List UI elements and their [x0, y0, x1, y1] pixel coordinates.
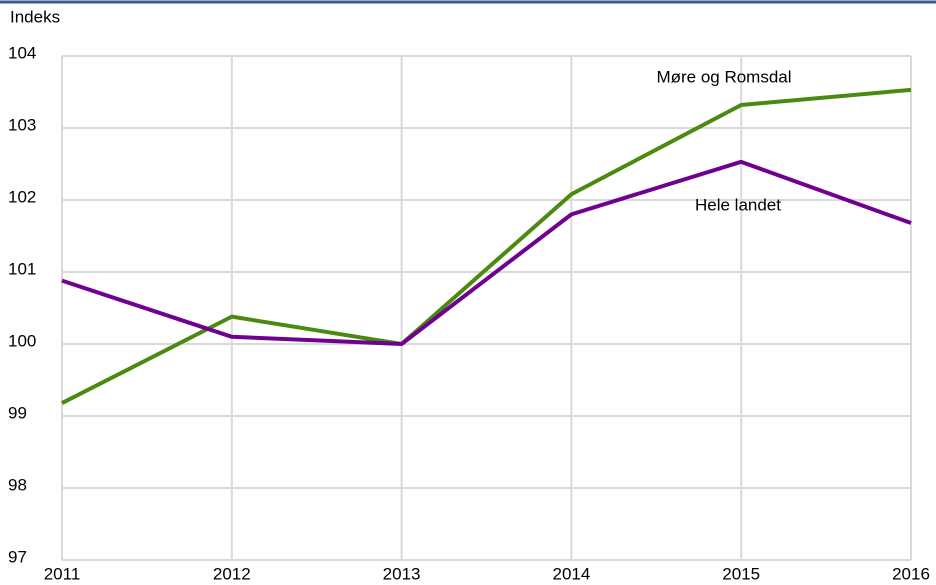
y-axis-label: Indeks [10, 7, 60, 26]
series-label: Møre og Romsdal [656, 67, 791, 86]
y-tick-label: 100 [8, 331, 36, 350]
series-line [61, 87, 912, 405]
y-tick-label: 97 [8, 547, 27, 566]
x-tick-label: 2013 [383, 564, 421, 583]
y-tick-label: 98 [8, 475, 27, 494]
series-label: Hele landet [695, 195, 781, 214]
y-tick-label: 103 [8, 115, 36, 134]
x-tick-label: 2015 [722, 564, 760, 583]
x-tick-label: 2016 [892, 564, 930, 583]
series-line [61, 159, 912, 346]
y-tick-label: 104 [8, 43, 36, 62]
x-tick-label: 2014 [552, 564, 590, 583]
y-tick-label: 101 [8, 259, 36, 278]
x-tick-label: 2012 [213, 564, 251, 583]
x-tick-label: 2011 [44, 564, 81, 583]
y-tick-label: 99 [8, 403, 27, 422]
y-tick-label: 102 [8, 187, 36, 206]
